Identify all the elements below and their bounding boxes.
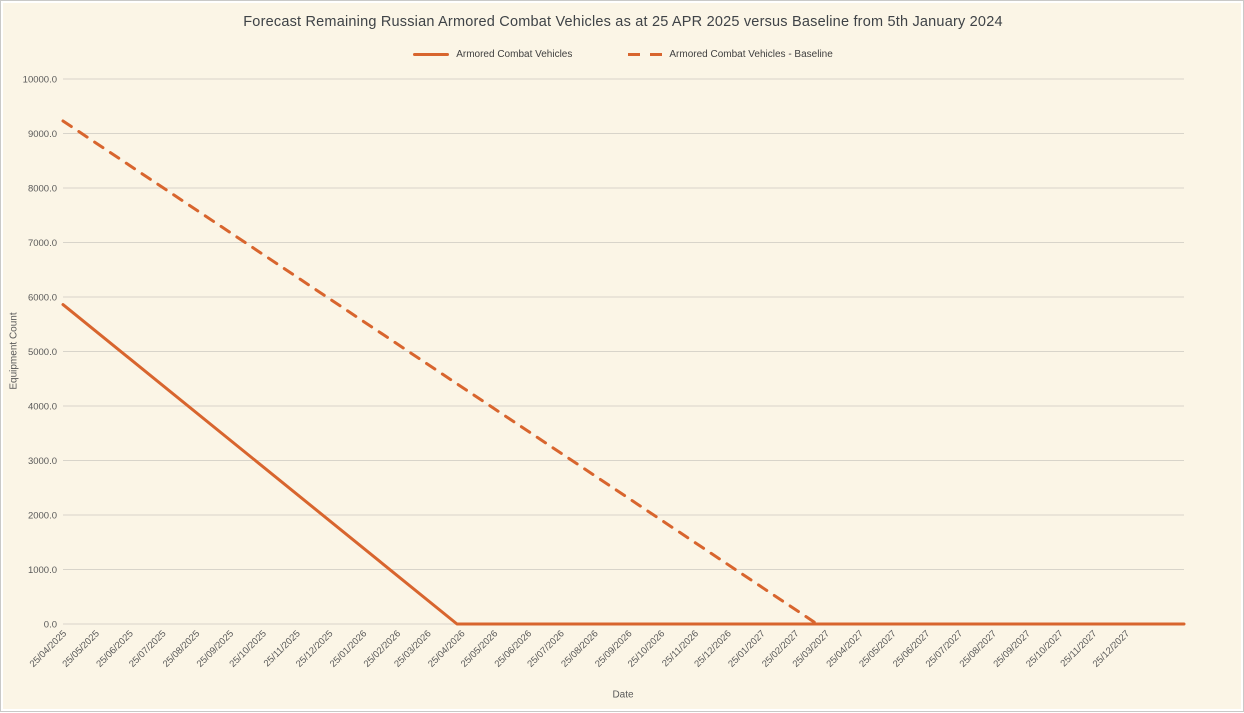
y-tick-label: 6000.0 [28,292,57,303]
legend: Armored Combat Vehicles Armored Combat V… [1,49,1244,60]
y-tick-label: 2000.0 [28,510,57,521]
y-tick-label: 5000.0 [28,347,57,358]
solid-line-swatch-icon [413,53,450,56]
legend-item-armored-combat-vehicles-baseline: Armored Combat Vehicles - Baseline [628,49,833,60]
y-tick-label: 7000.0 [28,238,57,249]
y-axis-title: Equipment Count [8,312,20,390]
series-line-armored-combat-vehicles [61,303,1186,626]
y-tick-label: 0.0 [44,619,57,630]
y-tick-label: 3000.0 [28,456,57,467]
y-tick-label: 8000.0 [28,183,57,194]
series-line-armored-combat-vehicles-baseline [61,119,819,626]
y-tick-label: 9000.0 [28,129,57,140]
y-tick-label: 10000.0 [23,74,57,85]
legend-label-armored-combat-vehicles: Armored Combat Vehicles [456,49,573,60]
legend-label-armored-combat-vehicles-baseline: Armored Combat Vehicles - Baseline [669,49,833,60]
dashed-line-swatch-icon [628,52,663,57]
y-tick-label: 4000.0 [28,401,57,412]
legend-item-armored-combat-vehicles: Armored Combat Vehicles [413,49,572,60]
y-tick-label: 1000.0 [28,565,57,576]
chart-title: Forecast Remaining Russian Armored Comba… [243,14,1003,30]
x-axis-title: Date [612,689,634,701]
